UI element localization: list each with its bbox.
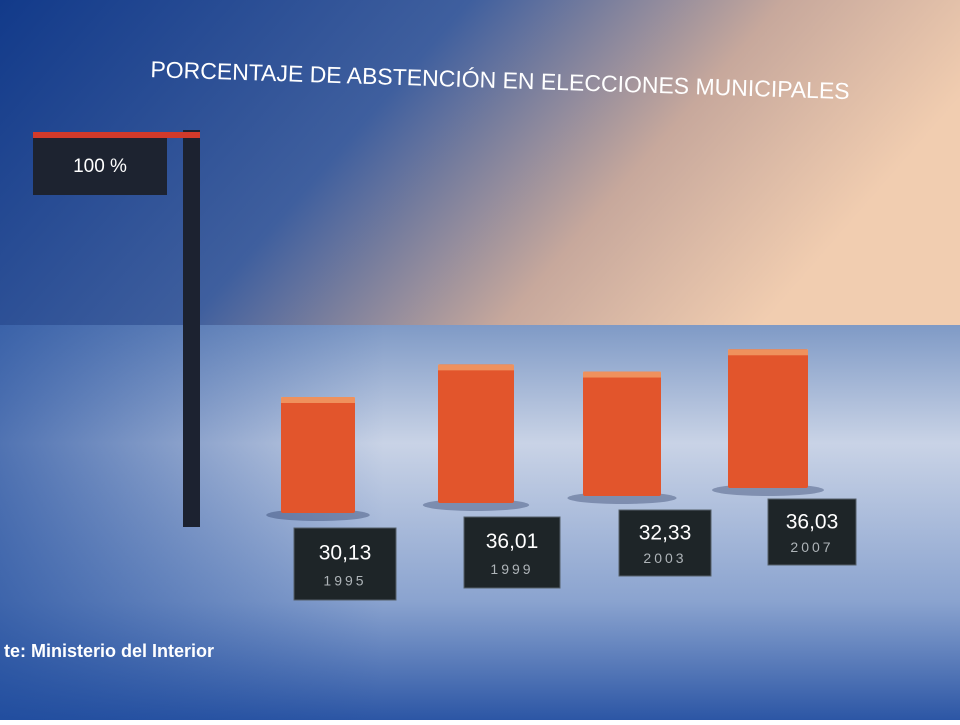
bar [728, 349, 808, 488]
label-box [618, 509, 712, 577]
label-box [463, 516, 561, 589]
label-box [293, 527, 397, 601]
x-tick-label: 1995 [323, 573, 366, 589]
bar [583, 371, 661, 496]
bar [438, 364, 514, 503]
source-note: te: Ministerio del Interior [4, 641, 214, 661]
bar [281, 396, 355, 513]
value-label: 32,33 [639, 521, 692, 544]
value-label: 36,03 [786, 510, 839, 533]
x-tick-label: 1999 [490, 561, 533, 577]
bar-top [583, 371, 661, 378]
label-box [767, 498, 857, 566]
y-tick-label: 100 % [73, 156, 127, 177]
bar-top [728, 349, 808, 356]
x-tick-label: 2003 [643, 550, 686, 566]
value-label: 36,01 [486, 530, 539, 553]
bar-top [281, 396, 355, 403]
bar-top [438, 364, 514, 371]
x-tick-label: 2007 [790, 539, 833, 555]
axis-post [183, 130, 200, 527]
tick-box [33, 138, 167, 195]
value-label: 30,13 [319, 541, 372, 564]
